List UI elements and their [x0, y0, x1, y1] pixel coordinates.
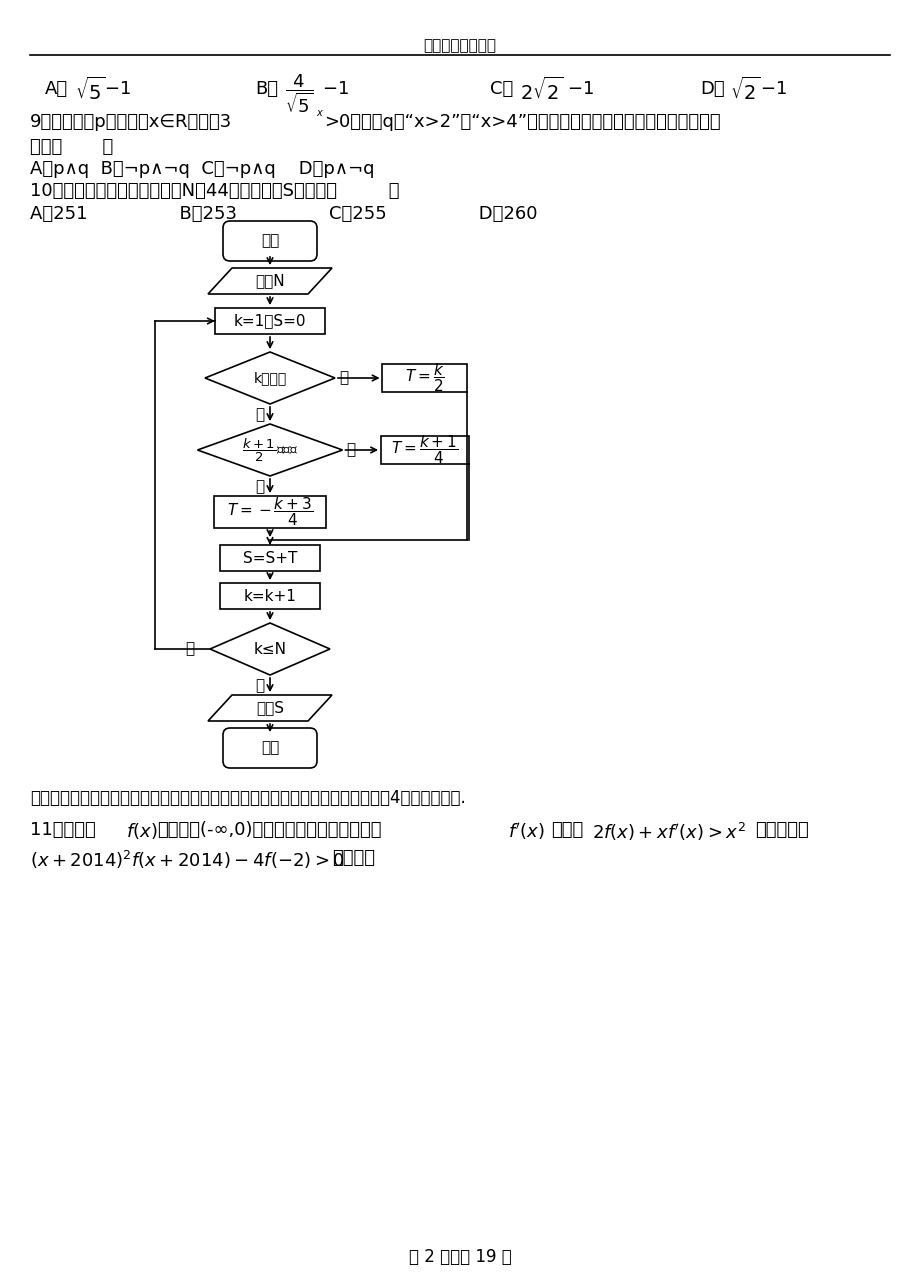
Text: S=S+T: S=S+T — [243, 550, 297, 565]
Bar — [220, 583, 320, 608]
Bar — [382, 364, 467, 392]
Text: 是: 是 — [346, 443, 356, 457]
Text: $f'(x)$: $f'(x)$ — [507, 821, 544, 841]
Text: $f(x)$: $f(x)$ — [126, 821, 157, 841]
Text: 9．已知命题p：对任意x∈R，总有3: 9．已知命题p：对任意x∈R，总有3 — [30, 113, 232, 131]
Text: $-1$: $-1$ — [759, 80, 786, 98]
Text: C．: C． — [490, 80, 513, 98]
Text: $-1$: $-1$ — [566, 80, 593, 98]
Text: $T=\dfrac{k}{2}$: $T=\dfrac{k}{2}$ — [404, 362, 445, 395]
Text: 开始: 开始 — [261, 233, 278, 248]
FancyBboxPatch shape — [222, 728, 317, 768]
Text: k=1，S=0: k=1，S=0 — [233, 313, 306, 328]
Polygon shape — [208, 269, 332, 294]
Polygon shape — [205, 353, 335, 404]
Text: k=k+1: k=k+1 — [244, 588, 296, 603]
FancyBboxPatch shape — [222, 222, 317, 261]
Text: $^x$: $^x$ — [315, 108, 323, 122]
Text: $(x+2014)^2f(x+2014)-4f(-2)>0$: $(x+2014)^2f(x+2014)-4f(-2)>0$ — [30, 849, 345, 871]
Bar — [220, 545, 320, 572]
Text: 否: 否 — [255, 407, 265, 423]
Polygon shape — [198, 424, 342, 476]
Text: A．: A． — [45, 80, 68, 98]
Text: 【命题意图】本题考查阅读程序框图，理解程序框图的功能，本质是把正整数除以4后按余数分类.: 【命题意图】本题考查阅读程序框图，理解程序框图的功能，本质是把正整数除以4后按余… — [30, 789, 465, 807]
Text: $2\sqrt{2}$: $2\sqrt{2}$ — [519, 76, 562, 104]
Text: ，则不等式: ，则不等式 — [754, 821, 808, 839]
Text: >0；命题q：“x>2”是“x>4”的充分不必要条件，则下列命题为真命题: >0；命题q：“x>2”是“x>4”的充分不必要条件，则下列命题为真命题 — [323, 113, 720, 131]
Text: 11．设函数: 11．设函数 — [30, 821, 96, 839]
Text: $2f(x)+xf'(x)>x^2$: $2f(x)+xf'(x)>x^2$ — [591, 821, 745, 843]
Text: 输入N: 输入N — [255, 274, 285, 289]
Text: A．251                B．253                C．255                D．260: A．251 B．253 C．255 D．260 — [30, 205, 537, 223]
Text: ，且有: ，且有 — [550, 821, 583, 839]
Text: 的解集为: 的解集为 — [332, 849, 375, 867]
Text: k是偶数: k是偶数 — [253, 370, 287, 384]
Bar — [215, 308, 324, 334]
Text: $T=-\dfrac{k+3}{4}$: $T=-\dfrac{k+3}{4}$ — [227, 495, 312, 528]
Bar — [380, 435, 469, 463]
Text: A．p∧q  B．¬p∧¬q  C．¬p∧q    D．p∧¬q: A．p∧q B．¬p∧¬q C．¬p∧q D．p∧¬q — [30, 160, 374, 178]
Text: 结束: 结束 — [261, 741, 278, 755]
Text: 否: 否 — [255, 479, 265, 494]
Text: $\sqrt{5}$: $\sqrt{5}$ — [75, 76, 106, 104]
Text: B．: B． — [255, 80, 278, 98]
Text: $T=\dfrac{k+1}{4}$: $T=\dfrac{k+1}{4}$ — [391, 434, 459, 466]
Text: 10．在下面程序框图中，输入N＝44，则输出的S的值是（         ）: 10．在下面程序框图中，输入N＝44，则输出的S的值是（ ） — [30, 182, 399, 200]
Text: $\dfrac{4}{\sqrt{5}}$: $\dfrac{4}{\sqrt{5}}$ — [285, 73, 313, 115]
Text: D．: D． — [699, 80, 724, 98]
Text: $\dfrac{k+1}{2}$是偶数: $\dfrac{k+1}{2}$是偶数 — [242, 437, 298, 463]
Text: 输出S: 输出S — [255, 700, 284, 715]
Text: $-1$: $-1$ — [322, 80, 348, 98]
Bar — [214, 496, 325, 528]
Text: 否: 否 — [255, 679, 265, 693]
Text: $-1$: $-1$ — [104, 80, 130, 98]
Text: 精选高中模拟试卷: 精选高中模拟试卷 — [423, 38, 496, 53]
Polygon shape — [208, 695, 332, 721]
Text: $\sqrt{2}$: $\sqrt{2}$ — [729, 76, 760, 104]
Text: 的是（       ）: 的是（ ） — [30, 137, 113, 157]
Text: 是: 是 — [338, 370, 347, 386]
Text: k≤N: k≤N — [254, 642, 286, 657]
Text: 是: 是 — [186, 642, 194, 657]
Text: 第 2 页，共 19 页: 第 2 页，共 19 页 — [408, 1248, 511, 1267]
Text: 是定义在(-∞,0)上的可导函数，其导函数为: 是定义在(-∞,0)上的可导函数，其导函数为 — [157, 821, 381, 839]
Polygon shape — [210, 622, 330, 675]
